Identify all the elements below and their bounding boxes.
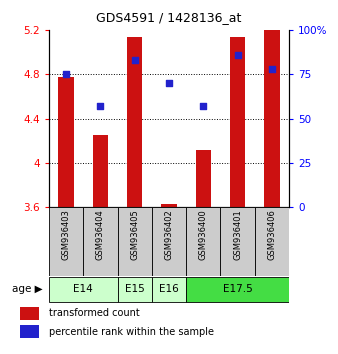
Bar [264,30,280,207]
Text: transformed count: transformed count [49,308,140,318]
Point [269,66,274,72]
Text: GDS4591 / 1428136_at: GDS4591 / 1428136_at [96,11,242,24]
Text: E14: E14 [73,284,93,295]
Bar [58,76,74,207]
Text: GSM936401: GSM936401 [233,209,242,260]
Bar [49,277,118,302]
Text: E15: E15 [125,284,145,295]
Text: GSM936403: GSM936403 [62,209,71,260]
Bar [118,277,152,302]
Bar [93,135,108,207]
Text: age ▶: age ▶ [11,284,42,295]
Text: E16: E16 [159,284,179,295]
Bar [152,207,186,276]
Text: GSM936406: GSM936406 [267,209,276,260]
Bar [152,277,186,302]
Text: GSM936404: GSM936404 [96,209,105,260]
Bar [186,277,289,302]
Text: GSM936405: GSM936405 [130,209,139,260]
Bar [20,325,39,338]
Bar [118,207,152,276]
Bar [49,207,83,276]
Point [132,57,138,63]
Text: percentile rank within the sample: percentile rank within the sample [49,327,214,337]
Bar [20,307,39,320]
Point [235,52,240,58]
Point [200,103,206,109]
Point [98,103,103,109]
Point [166,80,172,86]
Bar [83,207,118,276]
Text: GSM936400: GSM936400 [199,209,208,260]
Text: E17.5: E17.5 [223,284,252,295]
Bar [127,37,142,207]
Point [64,72,69,77]
Text: GSM936402: GSM936402 [165,209,173,260]
Bar [220,207,255,276]
Bar [186,207,220,276]
Bar [230,37,245,207]
Bar [161,204,177,207]
Bar [255,207,289,276]
Bar [196,149,211,207]
